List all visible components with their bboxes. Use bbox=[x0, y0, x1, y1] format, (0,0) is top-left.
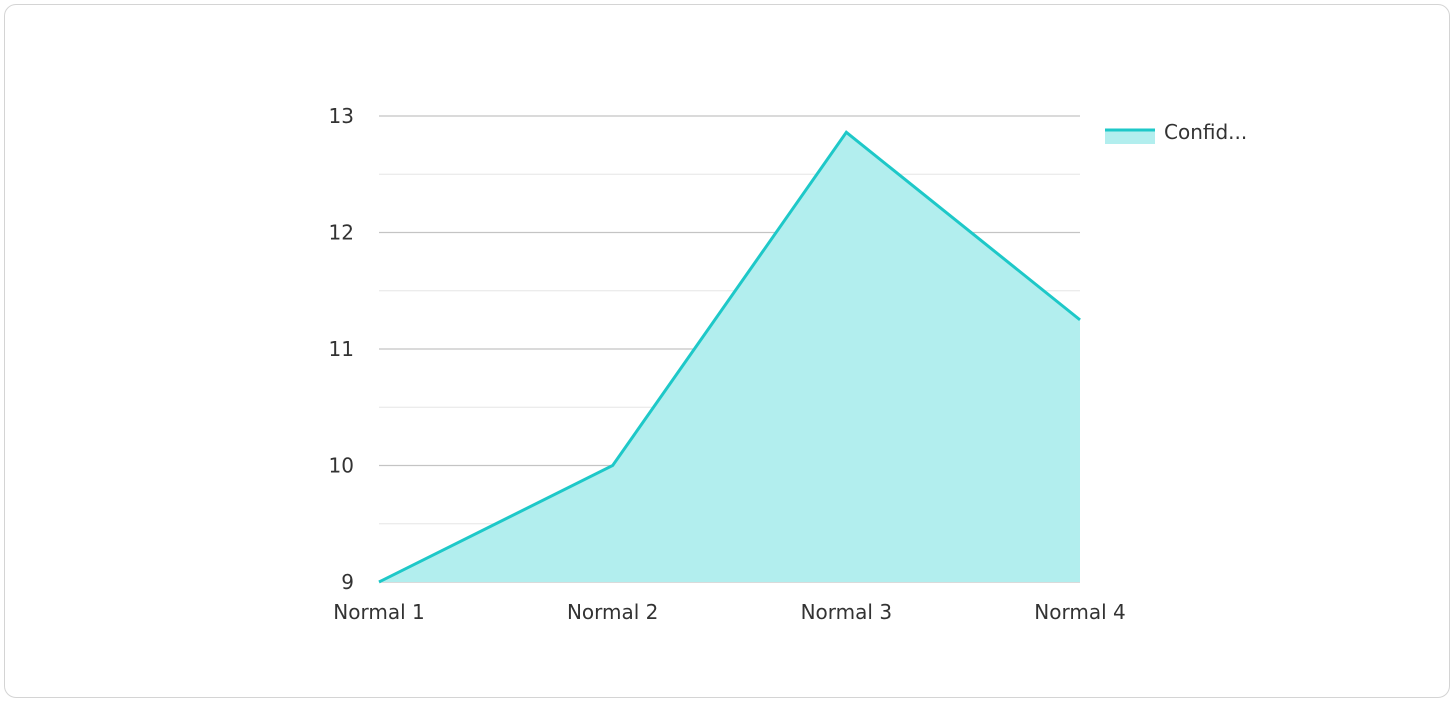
x-axis-tick-labels: Normal 1 Normal 2 Normal 3 Normal 4 bbox=[333, 600, 1125, 624]
data-point-3[interactable] bbox=[842, 128, 850, 136]
series-area-fill bbox=[379, 132, 1080, 582]
y-tick-label: 13 bbox=[329, 104, 354, 128]
data-point-2[interactable] bbox=[609, 462, 617, 470]
area-layer bbox=[375, 128, 1084, 586]
y-tick-label: 11 bbox=[329, 337, 354, 361]
x-tick-label: Normal 2 bbox=[567, 600, 658, 624]
data-point-4[interactable] bbox=[1076, 316, 1084, 324]
x-tick-label: Normal 4 bbox=[1034, 600, 1125, 624]
series-line bbox=[378, 130, 1081, 584]
x-tick-label: Normal 3 bbox=[801, 600, 892, 624]
y-tick-label: 10 bbox=[329, 454, 354, 478]
y-tick-label: 9 bbox=[341, 570, 354, 594]
legend-swatch-fill bbox=[1105, 130, 1155, 144]
legend[interactable]: Confid... bbox=[1105, 120, 1247, 144]
x-tick-label: Normal 1 bbox=[333, 600, 424, 624]
legend-label: Confid... bbox=[1164, 120, 1247, 144]
y-tick-label: 12 bbox=[329, 221, 354, 245]
data-point-1[interactable] bbox=[375, 578, 383, 586]
y-axis-tick-labels: 9 10 11 12 13 bbox=[329, 104, 354, 594]
